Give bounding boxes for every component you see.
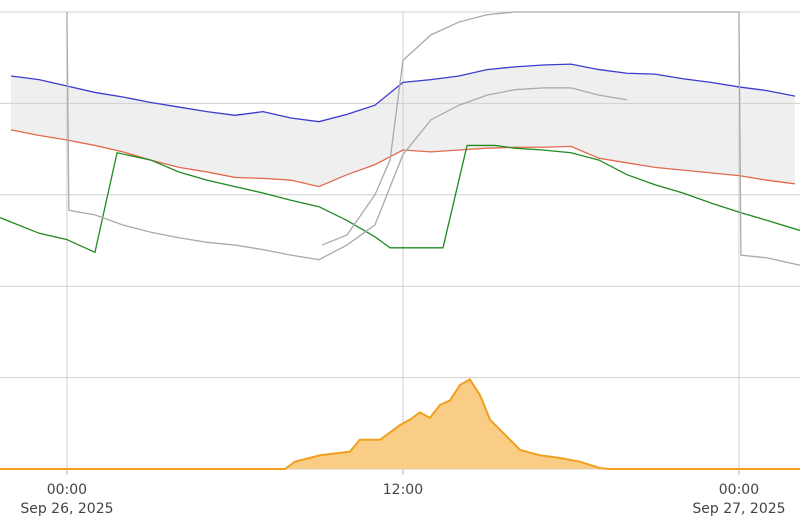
x-tick-label: 12:00 [383,482,423,498]
x-tick-label: 00:00 [47,482,87,498]
series-area [0,379,800,469]
series-line [0,378,800,470]
series-line [10,63,796,123]
series-line [0,144,800,254]
series-line [321,11,800,266]
x-date-label: Sep 27, 2025 [692,501,785,517]
series-line [66,11,628,261]
series-line [10,129,796,188]
x-date-label: Sep 26, 2025 [20,501,113,517]
x-tick-label: 00:00 [719,482,759,498]
